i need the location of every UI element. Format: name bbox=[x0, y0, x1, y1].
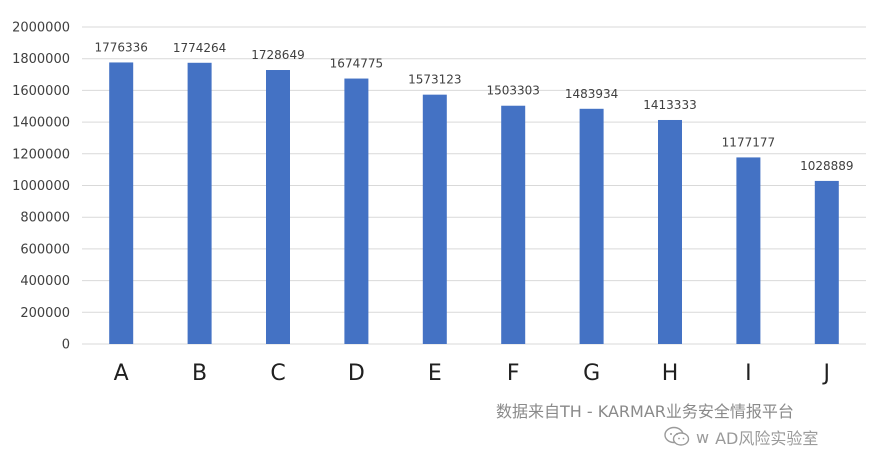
source-note: 数据来自TH - KARMAR业务安全情报平台 bbox=[496, 402, 794, 421]
data-label: 1177177 bbox=[722, 135, 775, 149]
bar bbox=[579, 108, 604, 344]
y-axis-ticks: 0 200000 400000 600000 800000 1000000 1200000 1… bbox=[12, 21, 70, 353]
bar bbox=[266, 70, 290, 345]
x-category-label: E bbox=[428, 361, 442, 386]
y-tick-label: 200000 bbox=[20, 306, 70, 321]
y-tick-label: 600000 bbox=[20, 242, 70, 257]
data-labels: 1776336 1774264 1728649 1674775 1573123 15033… bbox=[94, 40, 853, 172]
y-tick-label: 1000000 bbox=[12, 179, 70, 194]
bars bbox=[109, 62, 839, 345]
data-label: 1774264 bbox=[173, 41, 226, 55]
bar bbox=[422, 94, 447, 344]
grid-lines bbox=[82, 26, 866, 345]
x-category-label: A bbox=[114, 361, 129, 386]
y-tick-label: 400000 bbox=[20, 274, 70, 289]
x-category-label: G bbox=[583, 361, 600, 386]
data-label: 1028889 bbox=[800, 159, 853, 173]
x-category-label: C bbox=[270, 361, 285, 386]
bar bbox=[344, 78, 369, 345]
x-category-label: I bbox=[745, 361, 752, 386]
data-label: 1413333 bbox=[643, 98, 696, 112]
x-category-label: F bbox=[507, 361, 520, 386]
x-axis-categories: A B C D E F G H I J bbox=[114, 361, 830, 386]
bar bbox=[814, 180, 839, 344]
data-label: 1674775 bbox=[330, 57, 383, 71]
watermark-text: AD风险实验室 bbox=[715, 429, 819, 448]
data-label: 1728649 bbox=[251, 48, 304, 62]
y-tick-label: 800000 bbox=[20, 211, 70, 226]
x-category-label: H bbox=[662, 361, 679, 386]
y-tick-label: 2000000 bbox=[12, 21, 70, 36]
bar bbox=[109, 62, 134, 344]
y-tick-label: 1400000 bbox=[12, 116, 70, 131]
bar bbox=[501, 105, 526, 344]
bar bbox=[187, 62, 212, 345]
data-label: 1503303 bbox=[486, 84, 539, 98]
x-category-label: D bbox=[348, 361, 365, 386]
bar bbox=[658, 119, 682, 344]
data-label: 1483934 bbox=[565, 87, 618, 101]
y-tick-label: 1800000 bbox=[12, 52, 70, 67]
bar bbox=[736, 157, 761, 344]
watermark: w AD风险实验室 bbox=[664, 425, 818, 449]
y-tick-label: 0 bbox=[62, 338, 70, 353]
x-category-label: B bbox=[192, 361, 207, 386]
y-tick-label: 1200000 bbox=[12, 147, 70, 162]
x-category-label: J bbox=[822, 361, 831, 386]
wechat-icon bbox=[664, 426, 690, 446]
y-tick-label: 1600000 bbox=[12, 84, 70, 99]
data-label: 1776336 bbox=[94, 40, 147, 54]
watermark-prefix: w bbox=[696, 427, 710, 447]
data-label: 1573123 bbox=[408, 73, 461, 87]
